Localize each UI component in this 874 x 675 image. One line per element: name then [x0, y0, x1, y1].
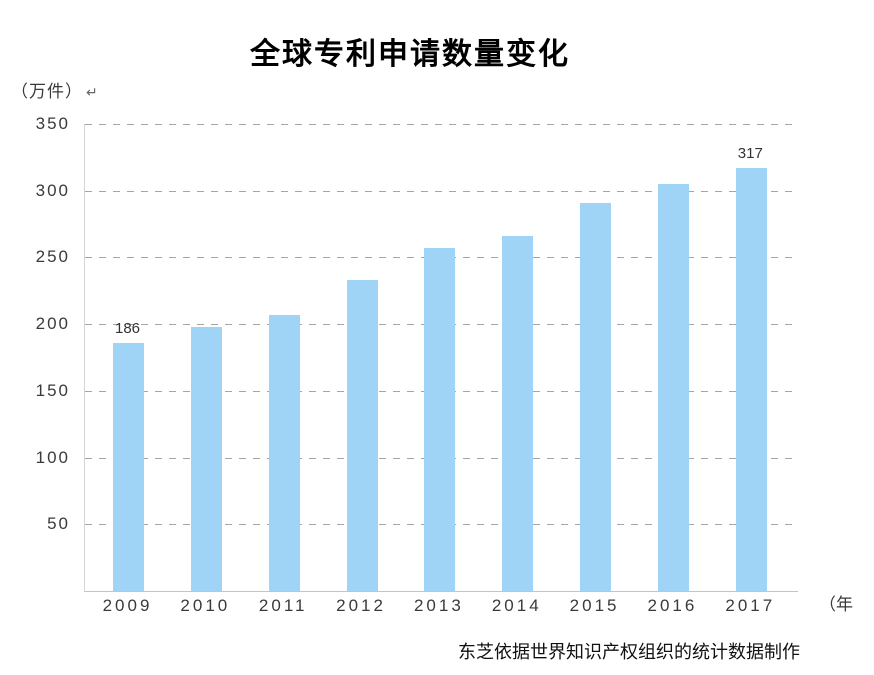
- x-tick-label-2013: 2013: [413, 596, 464, 615]
- x-tick-label-2014: 2014: [491, 596, 542, 615]
- plot-area: [84, 124, 798, 592]
- y-tick-label-350: 350: [35, 114, 70, 133]
- bar-2011: [268, 315, 300, 591]
- bar-2009: [113, 343, 144, 591]
- y-tick-label-200: 200: [35, 314, 70, 334]
- x-tick-label-2015: 2015: [569, 596, 620, 615]
- x-axis-unit-label: （年: [819, 595, 853, 614]
- gridline-350: [85, 124, 798, 125]
- y-tick-label-100: 100: [35, 447, 70, 467]
- y-axis-unit-text: （万件）: [11, 82, 83, 101]
- gridline-300: [85, 190, 798, 192]
- x-tick-label-2009: 2009: [102, 596, 153, 615]
- y-axis-unit-label: （万件） ↵: [11, 77, 99, 102]
- bar-2010: [190, 327, 222, 591]
- y-tick-label-150: 150: [35, 380, 70, 400]
- bar-2015: [580, 203, 612, 591]
- y-tick-label-300: 300: [35, 180, 70, 200]
- bar-value-label-2009: 186: [114, 319, 141, 337]
- bar-2016: [657, 184, 689, 591]
- bar-2012: [346, 280, 378, 591]
- y-tick-label-250: 250: [35, 247, 70, 267]
- source-attribution: 东芝依据世界知识产权组织的统计数据制作: [458, 642, 800, 662]
- chart-title: 全球专利申请数量变化: [250, 38, 570, 71]
- return-mark-icon: ↵: [86, 84, 99, 100]
- x-tick-label-2017: 2017: [725, 596, 776, 615]
- bar-2017: [735, 168, 767, 591]
- bar-2014: [502, 236, 534, 591]
- x-tick-label-2012: 2012: [336, 596, 386, 615]
- bar-value-label-2017: 317: [737, 145, 763, 163]
- x-tick-label-2011: 2011: [258, 596, 308, 615]
- y-tick-label-50: 50: [47, 514, 70, 534]
- x-tick-label-2010: 2010: [180, 596, 231, 615]
- x-tick-label-2016: 2016: [647, 596, 698, 615]
- bar-2013: [424, 248, 456, 591]
